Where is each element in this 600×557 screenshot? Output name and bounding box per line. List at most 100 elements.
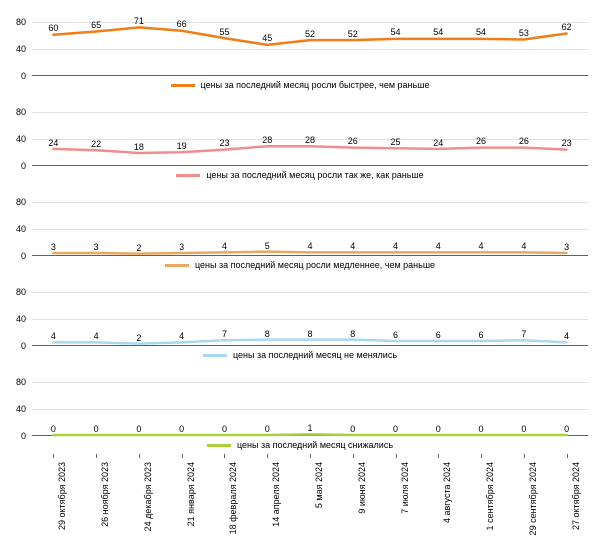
x-tick-label: 21 января 2024 [186, 462, 196, 526]
data-label: 6 [436, 330, 441, 340]
data-label: 3 [564, 242, 569, 252]
y-tick-label: 80 [16, 377, 26, 387]
y-tick-label: 80 [16, 287, 26, 297]
series-legend: цены за последний месяц росли медленнее,… [8, 256, 592, 276]
data-label: 24 [433, 138, 443, 148]
chart-panel: 040800000001000000цены за последний меся… [8, 368, 592, 456]
data-label: 8 [307, 329, 312, 339]
legend-swatch [203, 354, 227, 357]
x-tick-label: 7 июля 2024 [400, 462, 410, 514]
data-label: 0 [564, 424, 569, 434]
legend-swatch [171, 84, 195, 87]
series-legend: цены за последний месяц росли так же, ка… [8, 166, 592, 186]
x-tick-label: 1 сентября 2024 [485, 462, 495, 530]
data-label: 71 [134, 16, 144, 26]
data-label: 6 [479, 330, 484, 340]
data-label: 0 [521, 424, 526, 434]
plot-area: 0408024221819232828262524262623 [32, 98, 588, 166]
data-label: 4 [307, 241, 312, 251]
data-label: 24 [48, 138, 58, 148]
chart-panel: 040803323454444443цены за последний меся… [8, 188, 592, 276]
data-label: 7 [222, 329, 227, 339]
y-tick-label: 0 [21, 431, 26, 441]
y-tick-label: 80 [16, 197, 26, 207]
data-label: 4 [94, 331, 99, 341]
data-label: 62 [562, 22, 572, 32]
data-label: 0 [436, 424, 441, 434]
data-label: 22 [91, 139, 101, 149]
data-label: 8 [350, 329, 355, 339]
y-tick-label: 40 [16, 224, 26, 234]
data-label: 52 [305, 29, 315, 39]
data-label: 5 [265, 241, 270, 251]
data-label: 0 [479, 424, 484, 434]
data-label: 4 [179, 331, 184, 341]
chart-panel: 040804424788866674цены за последний меся… [8, 278, 592, 366]
legend-swatch [176, 174, 200, 177]
data-label: 4 [393, 241, 398, 251]
data-label: 26 [519, 136, 529, 146]
data-label: 6 [393, 330, 398, 340]
data-label: 0 [393, 424, 398, 434]
data-label: 23 [562, 138, 572, 148]
legend-label: цены за последний месяц снижались [237, 440, 393, 450]
data-label: 25 [391, 137, 401, 147]
legend-label: цены за последний месяц росли медленнее,… [195, 260, 435, 270]
y-tick-label: 80 [16, 107, 26, 117]
y-tick-label: 0 [21, 161, 26, 171]
data-label: 0 [265, 424, 270, 434]
y-tick-label: 40 [16, 404, 26, 414]
series-legend: цены за последний месяц росли быстрее, ч… [8, 76, 592, 96]
data-label: 3 [179, 242, 184, 252]
series-legend: цены за последний месяц не менялись [8, 346, 592, 366]
data-label: 55 [219, 27, 229, 37]
data-label: 18 [134, 142, 144, 152]
data-label: 65 [91, 20, 101, 30]
data-label: 54 [391, 27, 401, 37]
data-label: 0 [51, 424, 56, 434]
legend-swatch [207, 444, 231, 447]
x-axis: 29 октября 202326 ноября 202324 декабря … [32, 458, 588, 538]
y-tick-label: 40 [16, 134, 26, 144]
data-label: 53 [519, 28, 529, 38]
data-label: 26 [476, 136, 486, 146]
data-label: 28 [305, 135, 315, 145]
data-label: 3 [51, 242, 56, 252]
data-label: 7 [521, 329, 526, 339]
y-tick-label: 80 [16, 17, 26, 27]
y-tick-label: 0 [21, 71, 26, 81]
data-label: 0 [136, 424, 141, 434]
data-label: 0 [222, 424, 227, 434]
legend-label: цены за последний месяц росли быстрее, ч… [201, 80, 430, 90]
legend-label: цены за последний месяц не менялись [233, 350, 397, 360]
plot-area: 040803323454444443 [32, 188, 588, 256]
series-legend: цены за последний месяц снижались [8, 436, 592, 456]
y-tick-label: 40 [16, 314, 26, 324]
series-line [32, 8, 588, 75]
data-label: 26 [348, 136, 358, 146]
x-tick-label: 29 сентября 2024 [528, 462, 538, 535]
data-label: 4 [564, 331, 569, 341]
data-label: 19 [177, 141, 187, 151]
plot-area: 040800000001000000 [32, 368, 588, 436]
data-label: 54 [433, 27, 443, 37]
x-tick-label: 4 августа 2024 [442, 462, 452, 523]
data-label: 45 [262, 33, 272, 43]
data-label: 4 [479, 241, 484, 251]
x-tick-label: 5 мая 2024 [314, 462, 324, 508]
x-tick-label: 9 июня 2024 [357, 462, 367, 514]
plot-area: 0408060657166554552525454545362 [32, 8, 588, 76]
x-tick-label: 27 октября 2024 [571, 462, 581, 530]
small-multiples-chart: 0408060657166554552525454545362цены за п… [8, 8, 592, 538]
data-label: 4 [350, 241, 355, 251]
y-tick-label: 0 [21, 251, 26, 261]
data-label: 23 [219, 138, 229, 148]
data-label: 60 [48, 23, 58, 33]
data-label: 52 [348, 29, 358, 39]
x-tick-label: 29 октября 2023 [57, 462, 67, 530]
data-label: 4 [222, 241, 227, 251]
series-line [32, 98, 588, 165]
data-label: 28 [262, 135, 272, 145]
data-label: 8 [265, 329, 270, 339]
data-label: 2 [136, 243, 141, 253]
